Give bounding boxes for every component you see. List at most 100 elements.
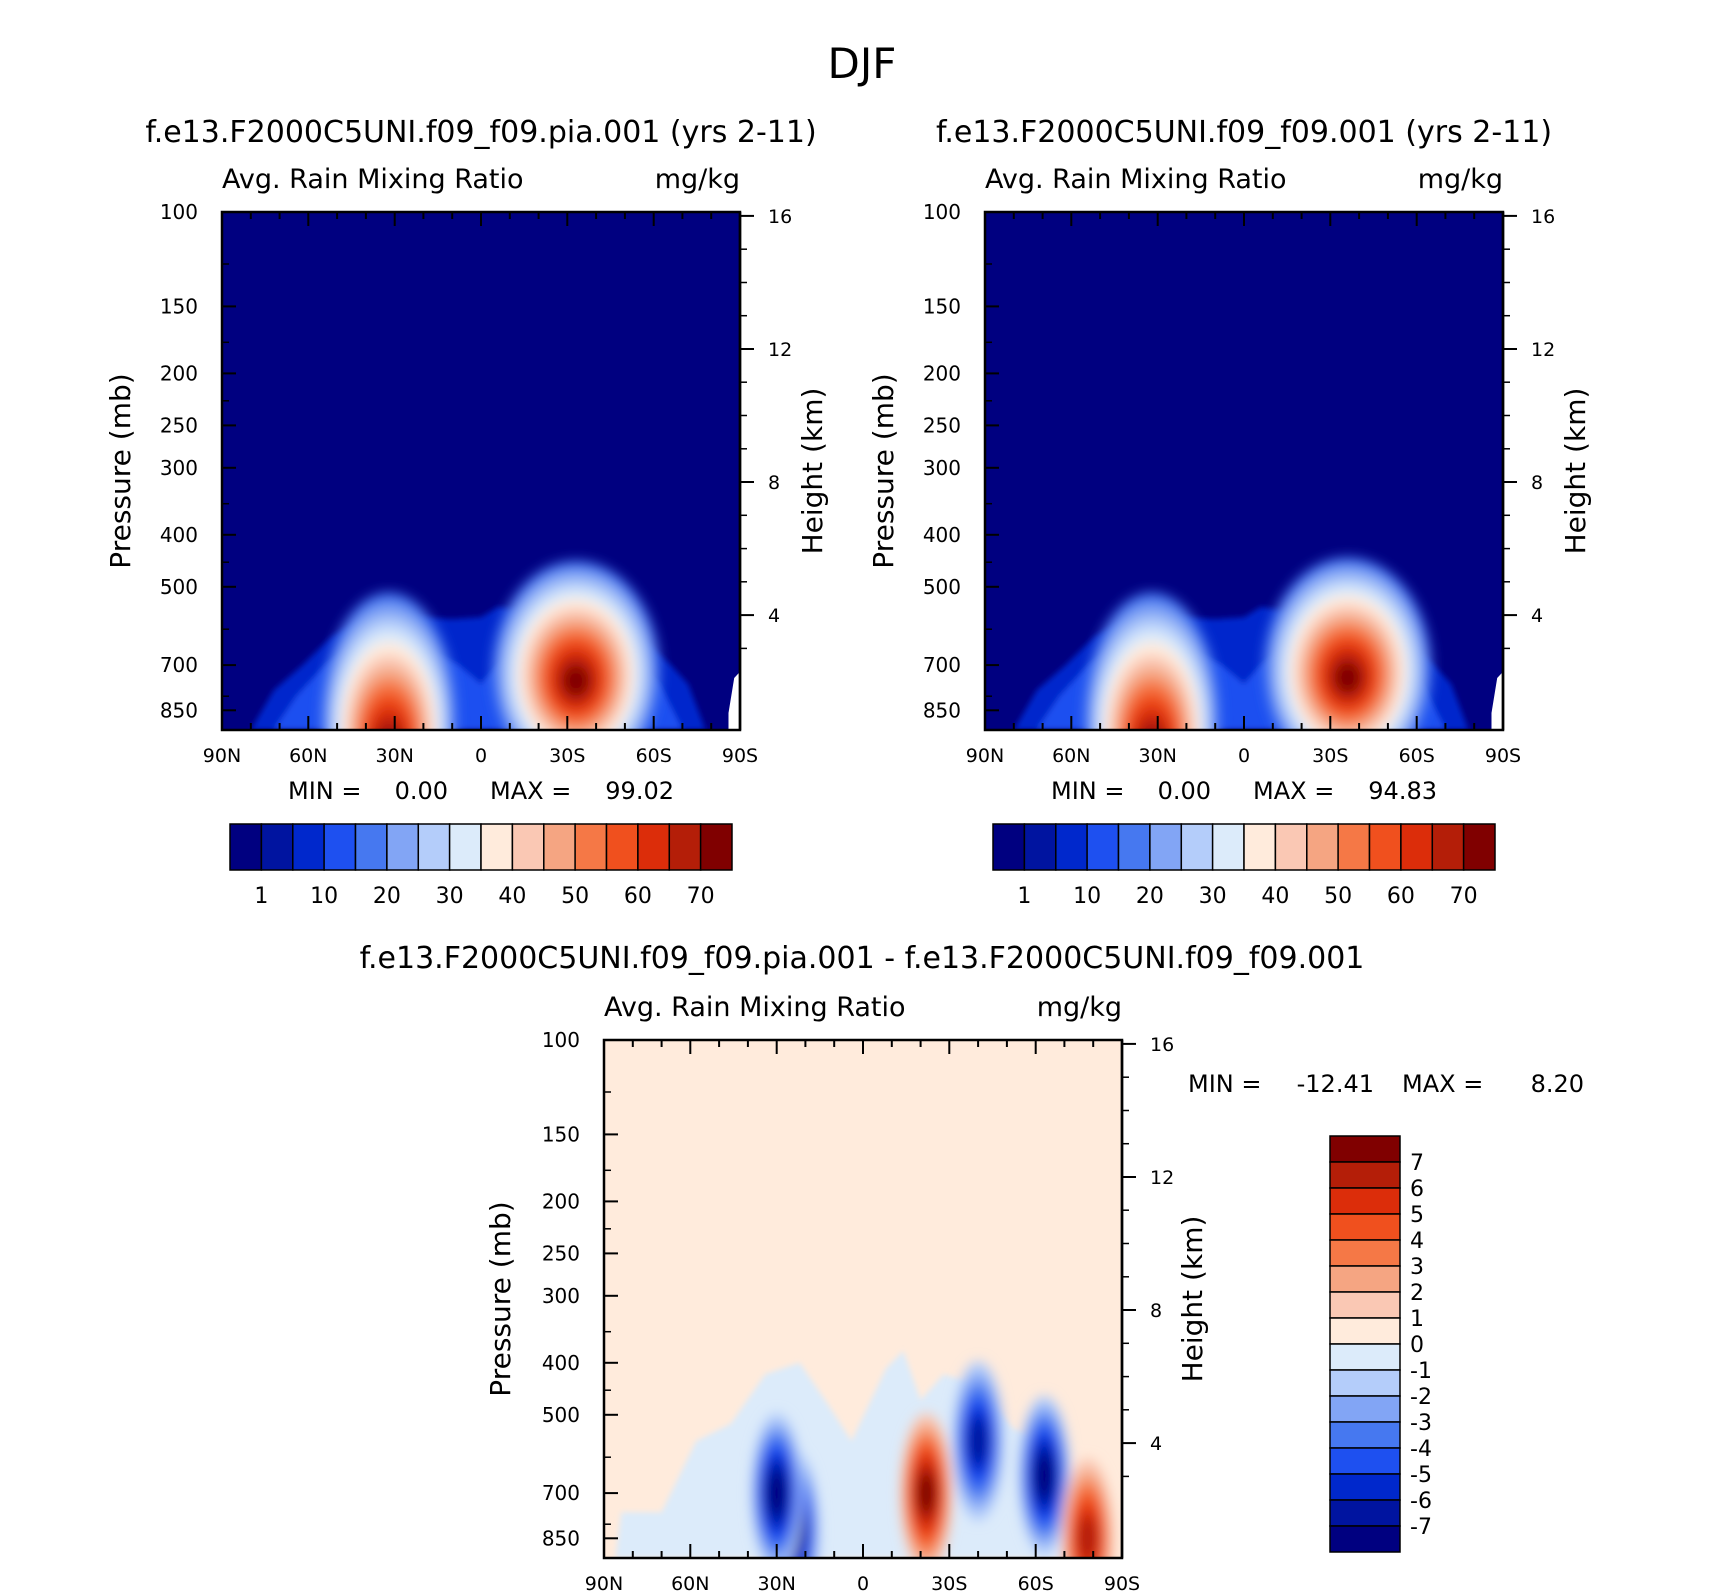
contour-field <box>222 212 740 730</box>
colorbar-box <box>1055 823 1088 871</box>
y-tick-label: 200 <box>542 1189 580 1213</box>
colorbar-box <box>1329 1291 1401 1319</box>
x-tick-label: 90N <box>585 1573 623 1591</box>
colorbar-box <box>1243 823 1277 871</box>
colorbar-box <box>1329 1317 1401 1345</box>
colorbar-label: -3 <box>1410 1411 1432 1436</box>
colorbar-label: -4 <box>1410 1437 1432 1462</box>
colorbar-box <box>1329 1395 1401 1423</box>
height-tick-label: 16 <box>1531 206 1555 228</box>
colorbar-label: 40 <box>498 884 526 909</box>
colorbar-label: 70 <box>1450 884 1478 909</box>
max-value: 99.02 <box>605 777 674 805</box>
x-tick-label: 90S <box>722 745 758 767</box>
height-tick-label: 16 <box>1150 1034 1174 1056</box>
colorbar-label: 30 <box>436 884 464 909</box>
height-tick-label: 16 <box>768 206 792 228</box>
colorbar-label: 50 <box>1324 884 1352 909</box>
right-axis-label: Height (km) <box>1176 1216 1209 1383</box>
colorbar-box <box>1149 823 1183 871</box>
colorbar-box <box>229 823 263 871</box>
colorbar-box <box>1274 823 1308 871</box>
height-tick-label: 8 <box>768 472 780 494</box>
height-tick-label: 12 <box>1531 339 1555 361</box>
colorbar-label: 2 <box>1410 1281 1424 1306</box>
y-tick-label: 700 <box>160 653 198 677</box>
colorbar-box <box>448 823 482 871</box>
colorbar-label: 1 <box>254 884 268 909</box>
max-value: 8.20 <box>1531 1070 1584 1098</box>
colorbar: 1 10 20 30 40 50 60 70 <box>992 823 1496 909</box>
x-tick-label: 90N <box>966 745 1004 767</box>
colorbar-box <box>1329 1265 1401 1293</box>
min-value: -12.41 <box>1297 1070 1374 1098</box>
right-axis-label: Height (km) <box>1559 388 1592 555</box>
height-tick-label: 12 <box>1150 1167 1174 1189</box>
colorbar-box <box>1329 1239 1401 1267</box>
colorbar-label: 7 <box>1410 1151 1424 1176</box>
y-tick-label: 250 <box>923 413 961 437</box>
variable-label: Avg. Rain Mixing Ratio <box>604 992 906 1023</box>
variable-label: Avg. Rain Mixing Ratio <box>985 164 1287 195</box>
right-axis-label: Height (km) <box>796 388 829 555</box>
colorbar-label: 10 <box>1073 884 1101 909</box>
colorbar-box <box>1329 1213 1401 1241</box>
min-label: MIN = <box>1051 777 1124 805</box>
y-tick-label: 150 <box>160 294 198 318</box>
colorbar-label: 50 <box>561 884 589 909</box>
colorbar: 1 10 20 30 40 50 60 70 <box>229 823 733 909</box>
y-tick-label: 400 <box>542 1351 580 1375</box>
colorbar-box <box>1329 1343 1401 1371</box>
colorbar-label: 3 <box>1410 1255 1424 1280</box>
colorbar-box <box>1329 1525 1401 1553</box>
min-label: MIN = <box>288 777 361 805</box>
y-tick-label: 850 <box>160 698 198 722</box>
colorbar-box <box>1329 1161 1401 1189</box>
y-tick-label: 700 <box>542 1481 580 1505</box>
colorbar-box <box>1086 823 1120 871</box>
y-tick-label: 500 <box>923 575 961 599</box>
y-tick-label: 500 <box>160 575 198 599</box>
min-value: 0.00 <box>395 777 448 805</box>
colorbar-label: 20 <box>373 884 401 909</box>
colorbar-label: 60 <box>1387 884 1415 909</box>
x-tick-label: 90S <box>1485 745 1521 767</box>
colorbar-box <box>1329 1499 1401 1527</box>
max-label: MAX = <box>1402 1070 1483 1098</box>
colorbar-label: 1 <box>1410 1307 1424 1332</box>
colorbar-label: 40 <box>1261 884 1289 909</box>
colorbar-label: 5 <box>1410 1203 1424 1228</box>
colorbar-label: -2 <box>1410 1385 1432 1410</box>
y-tick-label: 250 <box>160 413 198 437</box>
colorbar-box <box>1329 1369 1401 1397</box>
y-tick-label: 850 <box>923 698 961 722</box>
colorbar-box <box>574 823 608 871</box>
height-tick-label: 8 <box>1150 1300 1162 1322</box>
contour-field <box>604 1040 1122 1558</box>
y-axis-label: Pressure (mb) <box>104 373 137 568</box>
height-tick-label: 4 <box>1531 605 1543 627</box>
units-label: mg/kg <box>1037 992 1122 1023</box>
colorbar-label: 60 <box>624 884 652 909</box>
x-tick-label: 30N <box>758 1573 796 1591</box>
colorbar-box <box>1329 1135 1401 1163</box>
min-value: 0.00 <box>1158 777 1211 805</box>
x-tick-label: 0 <box>475 745 487 767</box>
colorbar-label: -7 <box>1410 1515 1432 1540</box>
colorbar-label: 30 <box>1199 884 1227 909</box>
panel-ctl: f.e13.F2000C5UNI.f09_f09.001 (yrs 2-11) … <box>867 115 1592 909</box>
y-tick-label: 300 <box>542 1284 580 1308</box>
y-tick-label: 100 <box>923 200 961 224</box>
colorbar-box <box>1329 1187 1401 1215</box>
colorbar-box <box>480 823 514 871</box>
y-tick-label: 400 <box>923 523 961 547</box>
x-tick-label: 60N <box>671 1573 709 1591</box>
panel-diff: f.e13.F2000C5UNI.f09_f09.pia.001 - f.e13… <box>360 941 1584 1591</box>
variable-label: Avg. Rain Mixing Ratio <box>222 164 524 195</box>
colorbar-box <box>1180 823 1214 871</box>
y-tick-label: 150 <box>542 1122 580 1146</box>
maxima <box>320 560 660 730</box>
y-tick-label: 200 <box>923 361 961 385</box>
panel-title: f.e13.F2000C5UNI.f09_f09.001 (yrs 2-11) <box>936 115 1552 150</box>
